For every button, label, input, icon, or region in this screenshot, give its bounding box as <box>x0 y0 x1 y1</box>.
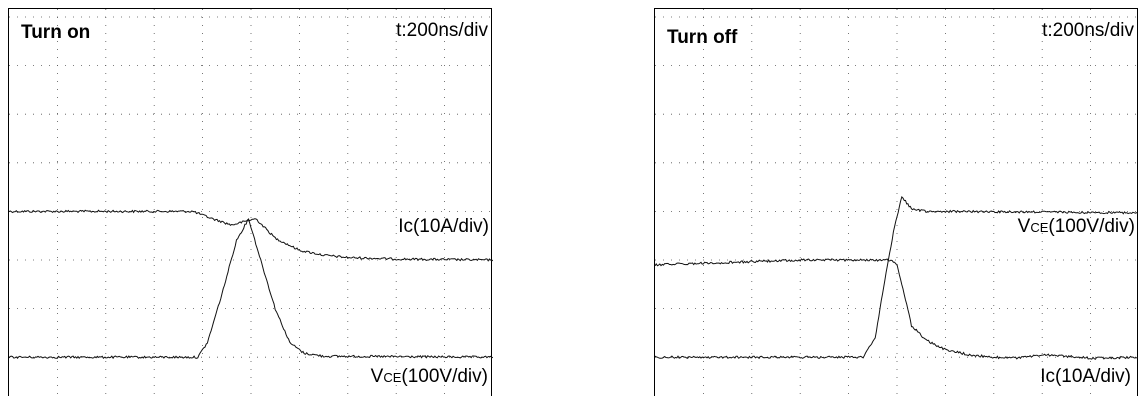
scope-turn-on: Turn on t:200ns/div Ic(10A/div) VCE(100V… <box>8 8 493 397</box>
turn-on-vce-label: VCE(100V/div) <box>371 366 488 388</box>
trace-series-1 <box>655 258 1138 360</box>
scope-turn-off: Turn off t:200ns/div VCE(100V/div) Ic(10… <box>654 8 1138 397</box>
turn-on-ic-label: Ic(10A/div) <box>398 216 489 238</box>
turn-on-waveform-plot <box>9 9 493 397</box>
turn-on-title: Turn on <box>21 22 91 43</box>
ic-label-text: Ic(10A/div) <box>1040 366 1131 387</box>
vce-label-main: V <box>1017 216 1031 237</box>
vce-label-rest: (100V/div) <box>1048 216 1135 237</box>
vce-label-sub: CE <box>1030 220 1049 235</box>
trace-series-1 <box>9 218 493 360</box>
turn-off-ic-label: Ic(10A/div) <box>1040 366 1131 388</box>
vce-label-main: V <box>370 366 384 387</box>
turn-off-vce-label: VCE(100V/div) <box>1018 216 1135 238</box>
trace-series-0 <box>9 209 493 262</box>
trace-series-0 <box>655 195 1138 360</box>
vce-label-rest: (100V/div) <box>401 366 488 387</box>
vce-label-sub: CE <box>383 370 402 385</box>
turn-off-title: Turn off <box>667 27 738 48</box>
turn-off-waveform-plot <box>655 9 1138 397</box>
turn-on-timebase: t:200ns/div <box>396 20 488 41</box>
ic-label-text: Ic(10A/div) <box>398 216 489 237</box>
turn-off-timebase: t:200ns/div <box>1042 20 1134 41</box>
